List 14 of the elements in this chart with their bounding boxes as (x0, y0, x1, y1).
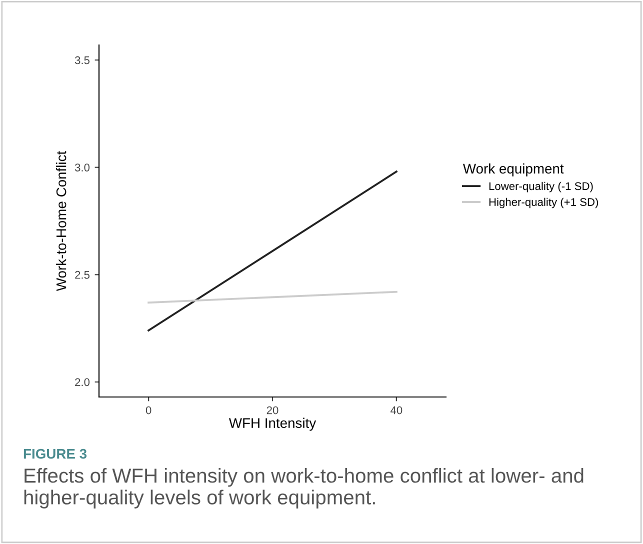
text: Effects of WFH intensity on work-to-home conflict at lower- and higher-quality levels of work equipment. (24, 468, 584, 508)
y-tick-label: 3.5 (74, 56, 90, 64)
legend-title: Work equipment (463, 163, 564, 176)
y-tick-label: 2.5 (75, 270, 90, 279)
y-axis-title: Work-to-Home Conflict (56, 150, 66, 292)
x-tick-label: 20 (266, 406, 278, 414)
x-tick-label: 40 (390, 406, 402, 414)
x-tick-label: 0 (146, 406, 152, 414)
y-tick-label: 2.0 (75, 378, 90, 386)
caption: FIGURE 3 (24, 448, 87, 459)
x-axis-title: WFH Intensity (228, 418, 316, 431)
y-tick-label: 3.0 (74, 164, 90, 172)
legend-label: Lower-quality (-1 SD) (489, 182, 593, 192)
legend-label: Higher-quality (+1 SD) (489, 198, 598, 208)
